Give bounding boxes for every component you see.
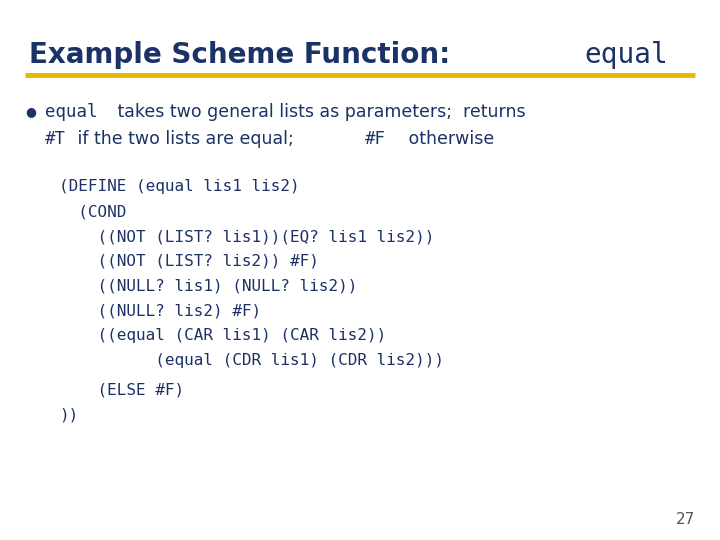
Text: )): )) xyxy=(59,407,78,422)
Text: ((NOT (LIST? lis1))(EQ? lis1 lis2)): ((NOT (LIST? lis1))(EQ? lis1 lis2)) xyxy=(59,229,434,244)
Text: (ELSE #F): (ELSE #F) xyxy=(59,382,184,397)
Text: #F: #F xyxy=(365,130,386,148)
Text: takes two general lists as parameters;  returns: takes two general lists as parameters; r… xyxy=(112,103,526,121)
Text: (equal (CDR lis1) (CDR lis2))): (equal (CDR lis1) (CDR lis2))) xyxy=(59,353,444,368)
Text: (COND: (COND xyxy=(59,204,127,219)
Text: ●: ● xyxy=(24,105,36,118)
Text: ((NULL? lis2) #F): ((NULL? lis2) #F) xyxy=(59,303,261,319)
Text: #T: #T xyxy=(45,130,66,148)
Text: 27: 27 xyxy=(675,511,695,526)
Text: if the two lists are equal;: if the two lists are equal; xyxy=(72,130,299,148)
Text: ((NULL? lis1) (NULL? lis2)): ((NULL? lis1) (NULL? lis2)) xyxy=(59,279,357,294)
Text: equal: equal xyxy=(45,103,97,121)
Text: equal: equal xyxy=(585,41,668,69)
Text: ((NOT (LIST? lis2)) #F): ((NOT (LIST? lis2)) #F) xyxy=(59,254,319,269)
Text: Example Scheme Function:: Example Scheme Function: xyxy=(29,41,459,69)
Text: (DEFINE (equal lis1 lis2): (DEFINE (equal lis1 lis2) xyxy=(59,179,300,194)
Text: otherwise: otherwise xyxy=(392,130,495,148)
Text: ((equal (CAR lis1) (CAR lis2)): ((equal (CAR lis1) (CAR lis2)) xyxy=(59,328,387,343)
